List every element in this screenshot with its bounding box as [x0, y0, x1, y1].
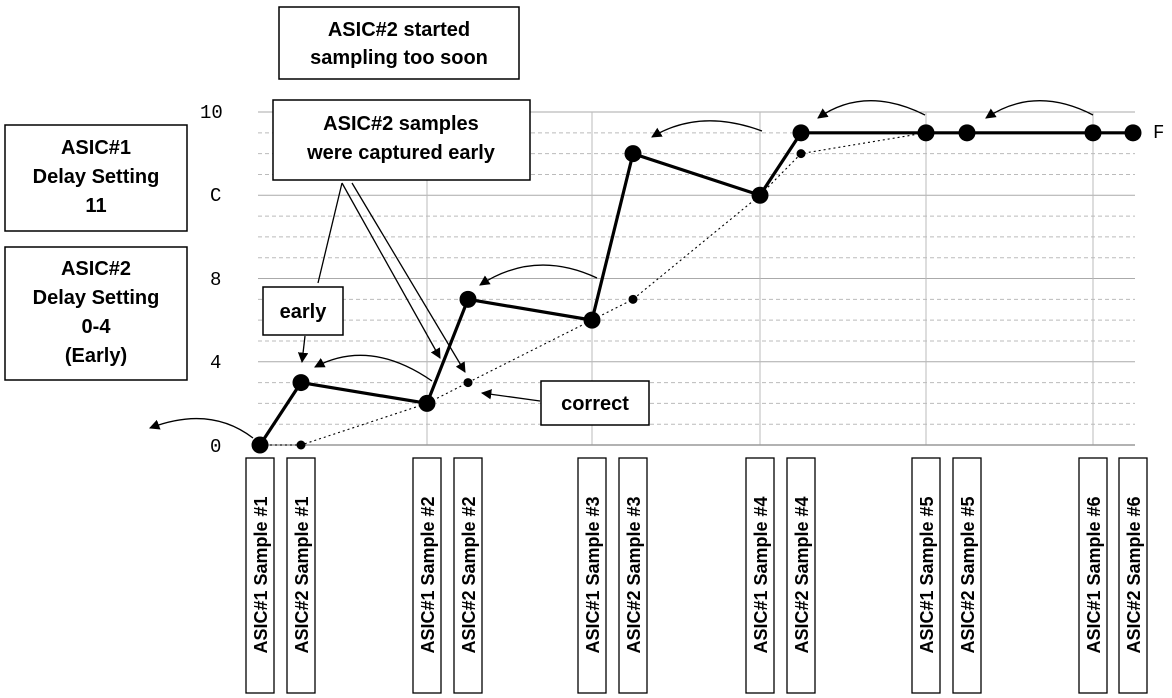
series-1-point	[792, 124, 810, 142]
x-axis-categories: ASIC#1 Sample #1 ASIC#2 Sample #1 ASIC#1 S…	[245, 457, 1148, 694]
category-label: ASIC#1 Sample #1	[245, 457, 275, 694]
series-2-point	[628, 294, 638, 304]
category-label-box	[745, 457, 775, 694]
series-1-point	[418, 394, 436, 412]
category-label-text: ASIC#2 Sample #5	[958, 496, 978, 653]
series-1-point	[624, 145, 642, 163]
annotation-line: were captured early	[306, 142, 496, 164]
annotation-captured: ASIC#2 samples were captured early	[272, 99, 531, 181]
y-tick-label: 4	[210, 352, 221, 374]
category-label: ASIC#1 Sample #4	[745, 457, 775, 694]
shift-arrows	[149, 100, 1094, 439]
series-1-point	[459, 290, 477, 308]
pointer-line	[480, 389, 541, 402]
category-label-text: ASIC#1 Sample #2	[418, 496, 438, 653]
category-label-text: ASIC#2 Sample #1	[292, 496, 312, 653]
category-label-box	[577, 457, 607, 694]
annotation-line: (Early)	[65, 345, 127, 367]
category-label: ASIC#1 Sample #2	[412, 457, 442, 694]
y-tick-label: C	[210, 185, 221, 207]
category-label-box	[1118, 457, 1148, 694]
series-1-point	[1124, 124, 1142, 142]
early-label-box: early	[262, 286, 344, 336]
pointer-line	[341, 182, 441, 359]
series-1-point	[751, 186, 769, 204]
series-1-point	[917, 124, 935, 142]
annotation-line: ASIC#2 started	[328, 19, 470, 41]
category-label: ASIC#1 Sample #6	[1078, 457, 1108, 694]
category-label: ASIC#1 Sample #3	[577, 457, 607, 694]
category-label-text: ASIC#1 Sample #6	[1084, 496, 1104, 653]
series-1-point	[958, 124, 976, 142]
series-1-point	[583, 311, 601, 329]
series	[251, 124, 1142, 454]
annotation-line: Delay Setting	[33, 287, 160, 309]
series-2-point	[463, 378, 473, 388]
end-label: F	[1153, 122, 1164, 144]
shift-arrow	[314, 354, 433, 382]
category-label: ASIC#1 Sample #5	[911, 457, 941, 694]
early-label: early	[280, 301, 328, 323]
annotation-line: ASIC#1	[61, 137, 131, 159]
category-label-box	[245, 457, 275, 694]
category-label-text: ASIC#1 Sample #3	[583, 496, 603, 653]
annotation-line: sampling too soon	[310, 47, 488, 69]
annotation-line: ASIC#2 samples	[323, 113, 479, 135]
y-tick-label: 0	[210, 436, 221, 458]
series-2-point	[796, 149, 806, 159]
category-label: ASIC#2 Sample #6	[1118, 457, 1148, 694]
series-1-point	[292, 374, 310, 392]
pointer-line	[351, 182, 466, 373]
grid	[258, 111, 1135, 445]
pointer-lines	[297, 182, 541, 402]
annotation-line: ASIC#2	[61, 258, 131, 280]
series-1-line	[258, 131, 1133, 446]
shift-arrow	[817, 100, 926, 119]
category-label-box	[618, 457, 648, 694]
category-label: ASIC#2 Sample #2	[453, 457, 483, 694]
category-label-box	[786, 457, 816, 694]
pointer-line	[317, 182, 343, 284]
annotation-line: 11	[85, 195, 106, 217]
annotation-line: Delay Setting	[33, 166, 160, 188]
category-label-text: ASIC#1 Sample #1	[251, 496, 271, 653]
category-label-box	[952, 457, 982, 694]
category-label-text: ASIC#2 Sample #4	[792, 496, 812, 653]
asic2-delay-box: ASIC#2 Delay Setting 0-4 (Early)	[4, 246, 188, 381]
pointer-line	[297, 335, 309, 364]
category-label-box	[286, 457, 316, 694]
category-label-text: ASIC#2 Sample #6	[1124, 496, 1144, 653]
category-label: ASIC#2 Sample #5	[952, 457, 982, 694]
correct-label-box: correct	[540, 380, 650, 426]
category-label: ASIC#2 Sample #1	[286, 457, 316, 694]
shift-arrow	[651, 120, 763, 138]
category-label: ASIC#2 Sample #3	[618, 457, 648, 694]
category-label-box	[911, 457, 941, 694]
category-label: ASIC#2 Sample #4	[786, 457, 816, 694]
y-tick-label: 8	[210, 269, 221, 291]
category-label-box	[1078, 457, 1108, 694]
category-label-text: ASIC#2 Sample #3	[624, 496, 644, 653]
y-tick-label: 10	[200, 102, 223, 124]
shift-arrow	[479, 264, 598, 286]
shift-arrow	[985, 100, 1094, 119]
category-label-box	[453, 457, 483, 694]
series-1-point	[1084, 124, 1102, 142]
y-axis-ticks: 0 4 8 C 10	[200, 102, 223, 458]
category-label-box	[412, 457, 442, 694]
annotation-top: ASIC#2 started sampling too soon	[278, 6, 520, 80]
correct-label: correct	[561, 393, 629, 415]
annotation-line: 0-4	[82, 316, 112, 338]
shift-arrow	[149, 418, 254, 439]
category-label-text: ASIC#1 Sample #5	[917, 496, 937, 653]
series-1-point	[251, 436, 269, 454]
category-label-text: ASIC#2 Sample #2	[459, 496, 479, 653]
category-label-text: ASIC#1 Sample #4	[751, 496, 771, 653]
asic1-delay-box: ASIC#1 Delay Setting 11	[4, 124, 188, 232]
series-2-point	[296, 440, 306, 450]
